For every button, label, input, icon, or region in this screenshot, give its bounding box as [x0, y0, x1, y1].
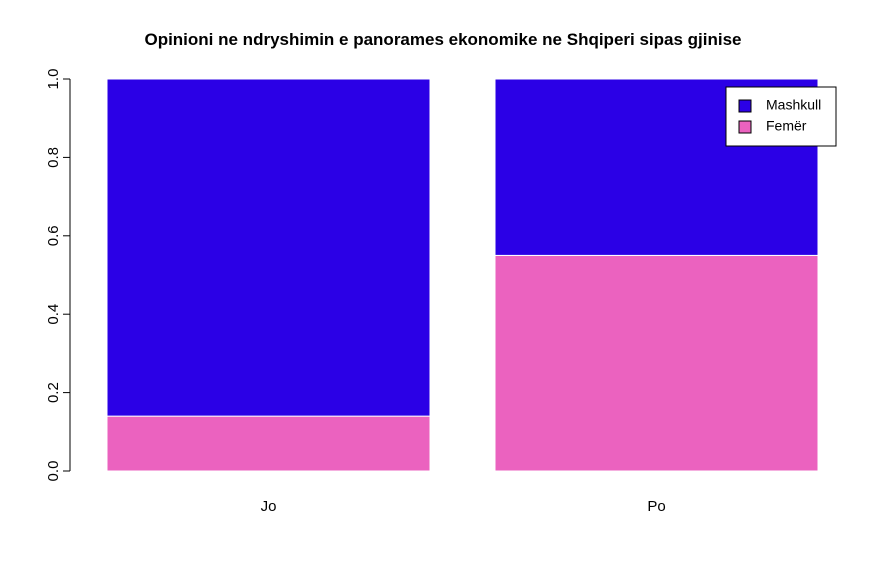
y-tick-label: 0.2: [45, 382, 62, 403]
y-tick-label: 0.8: [45, 147, 62, 168]
legend-label: Mashkull: [766, 97, 821, 113]
legend-box: [725, 86, 837, 147]
x-tick-label: Po: [647, 498, 665, 515]
chart-title: Opinioni ne ndryshimin e panorames ekono…: [144, 30, 742, 49]
bar-jo-0: [106, 415, 431, 472]
legend-swatch: [738, 120, 752, 134]
x-tick-label: Jo: [261, 498, 277, 515]
legend-swatch: [738, 99, 752, 113]
y-tick-label: 0.4: [45, 304, 62, 325]
bar-po-0: [494, 254, 819, 472]
y-tick-label: 0.6: [45, 225, 62, 246]
bar-jo-1: [106, 78, 431, 417]
legend-label: Femër: [766, 118, 807, 134]
y-tick-label: 0.0: [45, 461, 62, 482]
y-tick-label: 1.0: [45, 69, 62, 90]
